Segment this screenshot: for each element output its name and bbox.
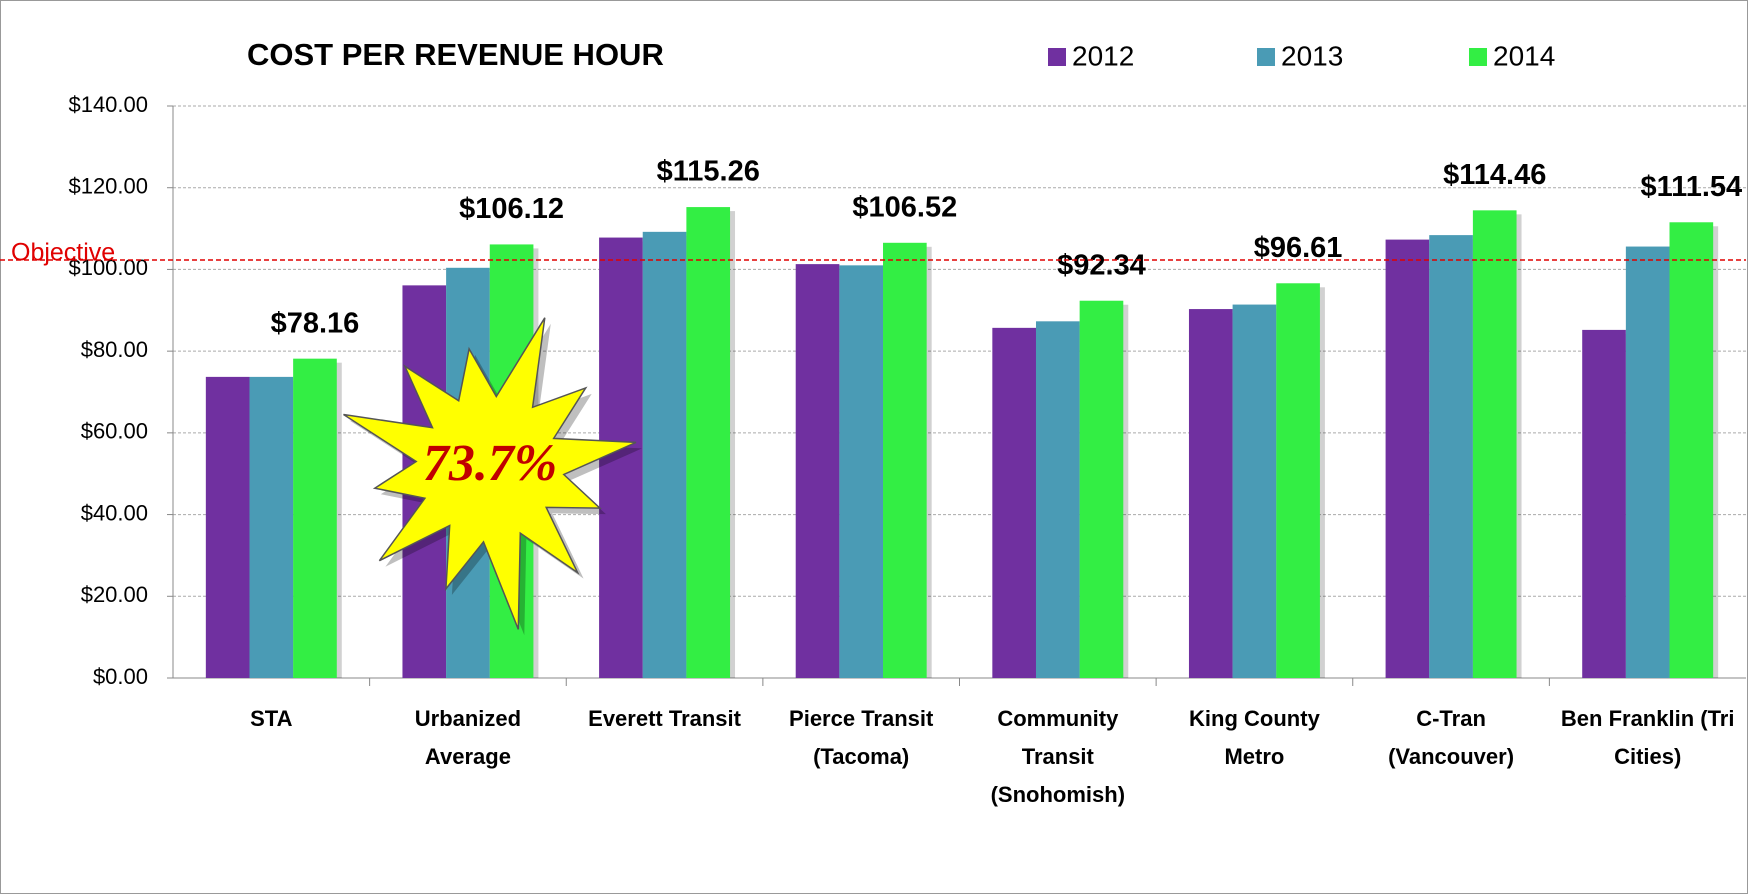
objective-label: Objective (11, 239, 115, 267)
bar (293, 358, 337, 678)
bar (1276, 283, 1320, 678)
bar (839, 265, 884, 678)
y-tick-label: $40.00 (81, 500, 148, 525)
bar (1188, 309, 1233, 678)
bar (599, 237, 643, 678)
data-label: $106.12 (459, 193, 564, 225)
bar (1035, 321, 1080, 678)
x-tick-label: Ben Franklin (Tri Cities) (1560, 706, 1735, 769)
bar (1472, 210, 1517, 679)
data-label: $96.61 (1254, 232, 1343, 264)
annotation: 73.7% (423, 435, 557, 492)
legend-swatch (1048, 48, 1066, 66)
legend-swatch (1257, 48, 1275, 66)
x-tick-label: Urbanized Average (414, 706, 522, 769)
legend-swatch (1469, 48, 1487, 66)
bar (249, 376, 294, 678)
bar (1669, 222, 1714, 679)
bar (686, 207, 731, 678)
x-tick-label: STA (250, 706, 293, 731)
bar (1079, 300, 1124, 678)
bar (1582, 329, 1626, 678)
legend-label: 2012 (1072, 40, 1134, 71)
starburst (343, 317, 637, 630)
x-tick-label: Everett Transit (588, 706, 741, 731)
legend-label: 2014 (1493, 40, 1555, 71)
y-tick-label: $120.00 (68, 174, 148, 199)
data-label: $78.16 (271, 307, 360, 339)
data-label: $115.26 (657, 156, 760, 188)
y-tick-label: $0.00 (93, 664, 148, 689)
bar (883, 242, 927, 678)
legend-label: 2013 (1281, 40, 1343, 71)
bar (795, 264, 840, 678)
x-tick-label: C-Tran (Vancouver) (1388, 706, 1515, 769)
bar (992, 327, 1036, 678)
bar (1625, 246, 1670, 678)
data-label: $92.34 (1057, 249, 1146, 281)
bar (1232, 304, 1277, 678)
data-label: $114.46 (1443, 159, 1546, 191)
chart-title: COST PER REVENUE HOUR (247, 37, 664, 72)
bar (1385, 239, 1430, 679)
data-label: $106.52 (852, 191, 957, 223)
bar (205, 376, 250, 678)
bar (1429, 235, 1473, 678)
data-label: $111.54 (1641, 171, 1743, 203)
y-tick-label: $80.00 (81, 337, 148, 362)
x-tick-label: Pierce Transit (Tacoma) (789, 706, 934, 769)
x-tick-label: Community Transit (Snohomish) (990, 706, 1126, 807)
y-tick-label: $60.00 (81, 419, 148, 444)
bar (642, 231, 687, 678)
y-tick-label: $20.00 (81, 582, 148, 607)
y-tick-label: $140.00 (68, 92, 148, 117)
x-tick-label: King County Metro (1189, 706, 1320, 769)
